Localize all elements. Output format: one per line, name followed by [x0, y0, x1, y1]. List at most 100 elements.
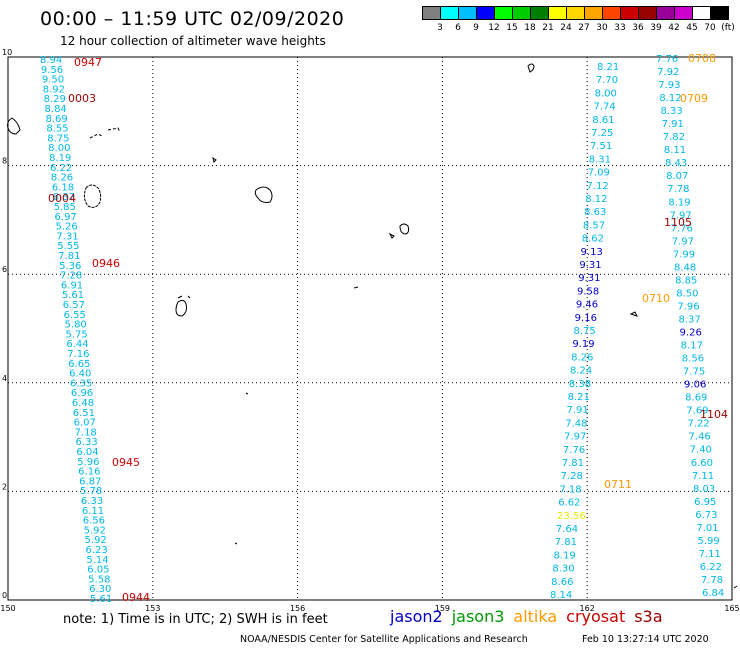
color-scale-label: 21 — [542, 23, 554, 33]
color-scale-label: 18 — [524, 23, 536, 33]
wave-height-value: 8.21 — [568, 392, 590, 403]
color-scale-label: 30 — [596, 23, 608, 33]
legend-item-s3a: s3a — [634, 607, 663, 626]
color-scale-label: 36 — [632, 23, 644, 33]
color-scale-label: 15 — [506, 23, 518, 33]
color-scale-swatch — [692, 6, 711, 20]
wave-height-value: 7.82 — [663, 132, 685, 143]
pass-times-layer: 0947 0003 0004 0946 0945 0944 0708 0709 1105 0710… — [48, 52, 728, 604]
color-scale-swatch — [638, 6, 657, 20]
wave-height-value: 8.19 — [668, 197, 690, 208]
wave-height-value: 6.48 — [72, 398, 94, 409]
color-scale-swatch — [476, 6, 495, 20]
units-note: note: 1) Time is in UTC; 2) SWH is in fe… — [63, 612, 328, 627]
color-scale-swatch — [440, 6, 459, 20]
wave-height-value: 7.69 — [686, 406, 708, 417]
color-scale-label: 24 — [560, 23, 572, 33]
color-scale-label: 12 — [488, 23, 500, 33]
wave-height-value: 7.31 — [56, 231, 78, 242]
wave-height-value: 5.92 — [84, 525, 106, 536]
legend-item-cryosat: cryosat — [566, 607, 626, 626]
wave-height-value: 6.87 — [79, 476, 101, 487]
wave-height-value: 6.33 — [75, 437, 97, 448]
island-outline — [89, 127, 121, 139]
color-scale-label: 33 — [614, 23, 626, 33]
color-scale-swatch — [458, 6, 477, 20]
wave-height-value: 8.94 — [40, 55, 62, 66]
wave-height-value: 6.35 — [70, 378, 92, 389]
wave-height-value: 6.30 — [89, 584, 111, 595]
wave-height-value: 6.05 — [87, 565, 109, 576]
source-credit: NOAA/NESDIS Center for Satellite Applica… — [240, 634, 528, 645]
wave-height-value: 6.07 — [74, 418, 96, 429]
wave-height-value: 7.51 — [590, 141, 612, 152]
pass-time-label: 0003 — [68, 92, 96, 105]
island-outline — [83, 184, 102, 208]
wave-height-value: 23.56 — [557, 511, 586, 522]
wave-height-value: 8.00 — [595, 88, 617, 99]
wave-height-value: 8.37 — [678, 314, 700, 325]
wave-height-value: 9.50 — [42, 75, 64, 86]
x-tick-label: 153 — [145, 604, 160, 613]
wave-height-value: 8.50 — [676, 288, 698, 299]
wave-height-value: 8.03 — [693, 484, 715, 495]
wave-height-value: 8.69 — [45, 114, 67, 125]
coastline-layer — [7, 63, 738, 589]
wave-height-value: 6.55 — [64, 310, 86, 321]
wave-height-value: 7.99 — [673, 249, 695, 260]
pass-time-label: 1104 — [700, 408, 728, 421]
island-outline — [399, 223, 410, 235]
wave-height-value: 8.31 — [589, 154, 611, 165]
page-subtitle: 12 hour collection of altimeter wave hei… — [60, 34, 326, 48]
wave-height-value: 6.57 — [63, 300, 85, 311]
track-values-layer: 8.949.569.508.928.298.848.698.558.758.00… — [40, 54, 724, 605]
legend-item-jason2: jason2 — [390, 607, 443, 626]
x-tick-label: 159 — [435, 604, 450, 613]
wave-height-value: 7.78 — [667, 184, 689, 195]
wave-height-value: 9.06 — [684, 380, 706, 391]
map-frame: 150 153 156 159 162 165 0 2 4 6 8 10 — [0, 48, 739, 613]
wave-height-value: 8.14 — [550, 590, 572, 601]
wave-height-value: 5.61 — [90, 594, 112, 605]
wave-height-value: 8.29 — [44, 94, 66, 105]
wave-height-value: 6.73 — [695, 510, 717, 521]
wave-height-value: 9.56 — [41, 65, 63, 76]
wave-height-value: 7.12 — [586, 181, 608, 192]
wave-height-value: 6.22 — [50, 163, 72, 174]
pass-time-label: 0709 — [680, 92, 708, 105]
y-tick-label: 10 — [2, 48, 12, 57]
wave-height-value: 5.61 — [62, 290, 84, 301]
island-outline — [388, 232, 395, 239]
wave-height-value: 7.96 — [677, 301, 699, 312]
wave-height-value: 6.84 — [702, 588, 724, 599]
wave-height-value: 6.40 — [69, 369, 91, 380]
wave-height-value: 7.81 — [58, 251, 80, 262]
wave-height-value: 7.78 — [701, 575, 723, 586]
x-tick-label: 162 — [580, 604, 595, 613]
wave-height-value: 8.48 — [674, 262, 696, 273]
wave-height-value: 5.80 — [65, 320, 87, 331]
plot-border — [7, 56, 733, 601]
color-scale-label: 9 — [473, 23, 479, 33]
wave-height-value: 5.14 — [86, 555, 108, 566]
color-scale-swatch — [566, 6, 585, 20]
color-scale-swatch — [656, 6, 675, 20]
wave-height-value: 6.91 — [61, 280, 83, 291]
color-scale-swatch — [530, 6, 549, 20]
wave-height-value: 8.63 — [584, 207, 606, 218]
y-tick-label: 4 — [2, 374, 7, 383]
wave-height-value: 8.37 — [53, 192, 75, 203]
wave-height-value: 9.19 — [572, 339, 594, 350]
island-outline — [234, 542, 238, 545]
wave-height-value: 7.76 — [671, 223, 693, 234]
wave-height-value: 8.30 — [552, 564, 574, 575]
wave-height-value: 6.96 — [71, 388, 93, 399]
wave-height-value: 8.56 — [682, 354, 704, 365]
wave-height-value: 6.18 — [52, 182, 74, 193]
pass-time-label: 0708 — [688, 52, 716, 65]
color-scale-swatch — [422, 6, 441, 20]
wave-height-value: 8.75 — [574, 326, 596, 337]
wave-height-value: 8.69 — [685, 393, 707, 404]
island-outline — [629, 311, 638, 317]
wave-height-value: 8.21 — [597, 62, 619, 73]
